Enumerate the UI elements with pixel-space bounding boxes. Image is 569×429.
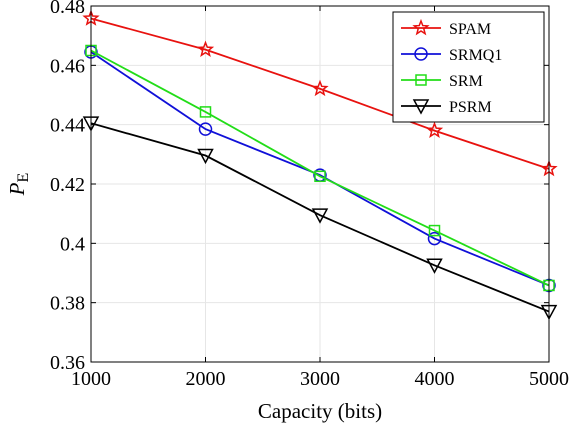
legend-marker-spam	[412, 18, 430, 36]
x-axis-label: Capacity (bits)	[258, 399, 382, 423]
ticks	[90, 5, 550, 363]
y-axis-label-subscript: E	[15, 173, 32, 183]
y-tick-label: 0.46	[50, 55, 85, 77]
data-point-spam	[196, 40, 215, 57]
series-line-spam	[90, 17, 550, 170]
y-tick-label: 0.4	[60, 233, 85, 255]
data-point-srm	[428, 224, 441, 237]
series-srm	[85, 44, 555, 292]
legend-marker-srm	[415, 74, 427, 86]
y-tick-label: 0.48	[50, 0, 85, 18]
legend-label-srmq1: SRMQ1	[449, 47, 502, 64]
data-point-psrm	[197, 148, 214, 165]
series-layer	[82, 9, 558, 321]
data-point-spam	[425, 121, 444, 138]
x-tick-label: 1000	[71, 368, 111, 390]
legend-label-psrm: PSRM	[449, 99, 492, 116]
x-tick-label: 5000	[529, 368, 569, 390]
data-point-srm	[314, 170, 326, 183]
data-point-srmq1	[198, 122, 213, 136]
legend: SPAM SRMQ1 SRM PSRM	[392, 11, 545, 123]
y-axis-label: PE	[5, 173, 32, 197]
y-axis-label-main: P	[5, 182, 29, 196]
x-tick-label: 3000	[300, 368, 340, 390]
tick-labels: 1000 2000 3000 4000 5000 0.36 0.38 0.4 0.42 0.44 0…	[50, 0, 569, 390]
legend-marker-psrm	[412, 99, 430, 115]
series-psrm	[82, 116, 558, 321]
x-tick-label: 4000	[415, 368, 455, 390]
data-point-srmq1	[427, 231, 442, 246]
y-tick-label: 0.38	[50, 293, 85, 315]
series-line-srmq1	[90, 51, 550, 287]
data-point-psrm	[426, 258, 443, 274]
data-point-srm	[199, 106, 212, 118]
series-line-psrm	[90, 122, 550, 313]
y-tick-label: 0.36	[50, 352, 85, 374]
legend-label-spam: SPAM	[449, 21, 491, 38]
legend-marker-srmq1	[414, 47, 428, 61]
series-line-srm	[90, 49, 550, 287]
y-tick-label: 0.44	[50, 115, 85, 137]
x-tick-label: 2000	[186, 368, 226, 390]
data-point-psrm	[311, 208, 329, 224]
legend-label-srm: SRM	[449, 73, 483, 90]
y-tick-label: 0.42	[50, 174, 85, 196]
data-point-spam	[311, 79, 329, 97]
